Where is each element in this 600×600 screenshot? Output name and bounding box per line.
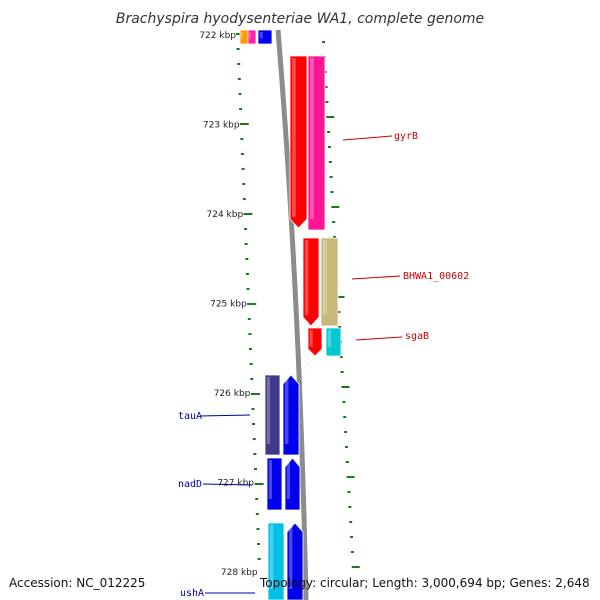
gene-arrow-sgab-strand <box>325 327 342 357</box>
gene-arrow-taua-strand <box>282 374 300 456</box>
genome-info-text: Topology: circular; Length: 3,000,694 bp… <box>260 576 590 590</box>
gene-arrow-usha <box>267 522 285 600</box>
gene-label-gyrb[interactable]: gyrB <box>394 131 418 142</box>
gene-arrow-bhwa1-strand <box>320 237 339 327</box>
gene-label-bhwa1-00602[interactable]: BHWA1_00602 <box>403 271 469 282</box>
gene-arrow-usha-strand <box>286 522 304 600</box>
gene-label-nadd[interactable]: nadD <box>178 479 202 490</box>
scale-label: 726 kbp <box>214 389 251 399</box>
gene-leader-line <box>355 336 403 341</box>
gene-leader-line <box>342 135 393 141</box>
map-title: Brachyspira hyodysenteriae WA1, complete… <box>116 11 484 27</box>
gene-arrow-gyrb <box>289 55 308 229</box>
gene-arrow-gyrb-strand <box>307 55 326 231</box>
gene-arrow-bhwa1 <box>302 237 320 327</box>
gene-arrow-partial <box>257 29 273 45</box>
gene-labels: gyrB BHWA1_00602 sgaB tauA nadD ushA <box>178 131 469 599</box>
scale-label: 724 kbp <box>207 210 244 220</box>
gene-features <box>239 29 342 600</box>
scale-label: 722 kbp <box>199 31 236 41</box>
genome-backbone <box>275 29 309 600</box>
gene-arrow-partial <box>247 29 257 45</box>
scale-labels: 722 kbp 723 kbp 724 kbp 725 kbp 726 kbp 727 k… <box>199 31 258 578</box>
gene-arrow-nadd-strand <box>284 457 301 511</box>
accession-text: Accession: NC_012225 <box>9 576 146 590</box>
scale-label: 728 kbp <box>221 568 258 578</box>
gene-leader-line <box>351 275 401 280</box>
scale-label: 723 kbp <box>203 121 240 131</box>
gene-label-usha[interactable]: ushA <box>180 588 204 599</box>
gene-label-taua[interactable]: tauA <box>178 411 202 422</box>
scale-label: 725 kbp <box>210 300 247 310</box>
gene-arrow-taua <box>264 374 281 456</box>
gene-leader-line <box>202 483 253 486</box>
gene-leader-line <box>199 414 251 417</box>
scale-label: 727 kbp <box>217 479 254 489</box>
gene-label-sgab[interactable]: sgaB <box>405 331 429 342</box>
gene-arrow-nadd <box>266 457 283 511</box>
gene-arrow-sgab <box>307 327 323 357</box>
